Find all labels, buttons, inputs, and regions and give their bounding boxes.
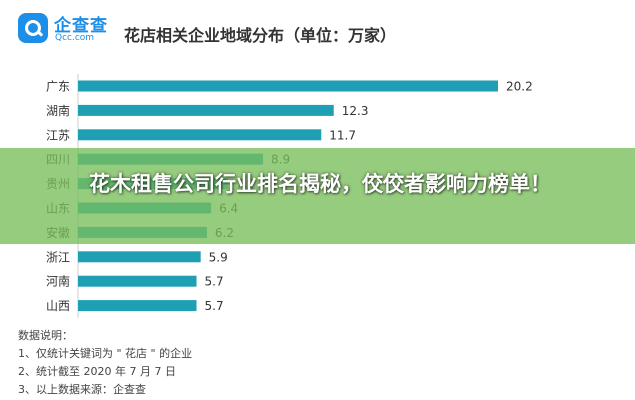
bar (78, 251, 201, 263)
notes-line-3: 3、以上数据来源：企查查 (18, 383, 146, 396)
category-label: 广东 (46, 80, 70, 94)
category-label: 山西 (46, 299, 70, 313)
brand-logo-icon (18, 13, 48, 43)
bar (78, 275, 197, 287)
bar (78, 80, 498, 92)
bar (78, 104, 334, 116)
brand-name: 企查查 (54, 16, 108, 36)
chart-header: 企查查 Qcc.com 花店相关企业地域分布（单位：万家） (0, 0, 635, 66)
banner-headline: 花木租售公司行业排名揭秘，佼佼者影响力榜单！ (89, 172, 551, 196)
notes-line-2: 2、统计截至 2020 年 7 月 7 日 (18, 365, 176, 378)
brand-domain: Qcc.com (55, 33, 95, 43)
bar (78, 129, 322, 141)
category-label: 江苏 (46, 128, 70, 142)
data-notes: 数据说明： 1、仅统计关键词为 " 花店 " 的企业 2、统计截至 2020 年… (18, 327, 192, 399)
value-label: 5.7 (205, 275, 224, 289)
value-label: 5.7 (205, 299, 224, 313)
category-label: 河南 (46, 274, 70, 289)
bar (78, 300, 197, 312)
category-label: 浙江 (46, 250, 70, 264)
notes-line-1: 1、仅统计关键词为 " 花店 " 的企业 (18, 347, 193, 360)
value-label: 11.7 (329, 128, 356, 142)
notes-heading: 数据说明： (18, 329, 73, 342)
promo-banner (0, 148, 635, 244)
value-label: 12.3 (342, 104, 369, 118)
value-label: 5.9 (209, 250, 228, 264)
category-label: 湖南 (46, 103, 70, 118)
value-label: 20.2 (506, 80, 533, 94)
chart-title: 花店相关企业地域分布（单位：万家） (124, 26, 397, 45)
